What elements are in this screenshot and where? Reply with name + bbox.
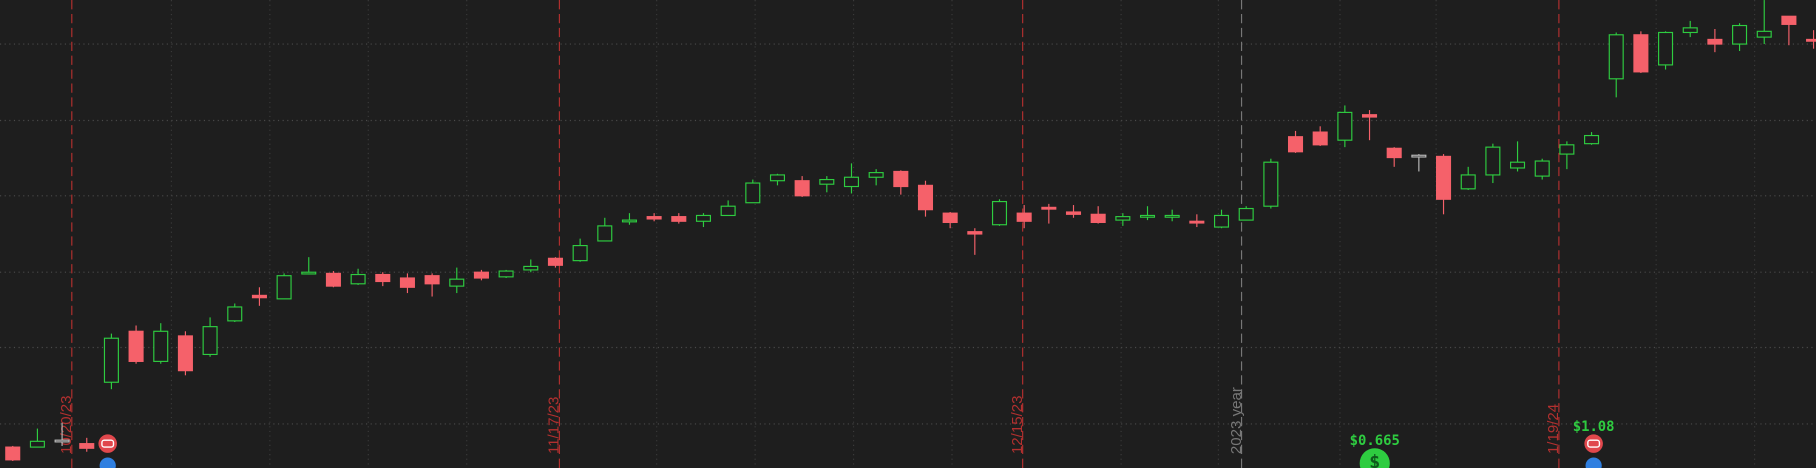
candle-body: [794, 180, 810, 197]
candle-body: [1608, 34, 1624, 80]
candle-body: [1115, 216, 1131, 221]
candle-body: [646, 216, 662, 220]
candle-body: [1559, 144, 1575, 155]
candle-body: [128, 330, 144, 362]
candle-body: [917, 184, 934, 211]
earnings-glyph: [101, 439, 115, 448]
candle-body: [1460, 174, 1476, 190]
candle-body: [5, 446, 21, 461]
candle-body: [1658, 31, 1674, 66]
candle-body: [1164, 214, 1180, 218]
candle-body: [1238, 207, 1254, 221]
candle-body: [991, 200, 1008, 226]
candle-body: [79, 443, 95, 449]
candle-body: [1263, 161, 1279, 207]
earnings-glyph: [1587, 439, 1601, 448]
earnings-icon[interactable]: [1584, 434, 1603, 453]
candle-body: [942, 212, 958, 223]
candle-body: [769, 174, 786, 182]
candle-body: [1189, 220, 1205, 224]
candle-body: [1337, 111, 1353, 141]
candle-body: [1485, 146, 1501, 176]
candle-body: [1732, 24, 1748, 45]
candle-body: [572, 245, 588, 262]
candle-body: [399, 277, 415, 288]
candle-body: [153, 330, 169, 362]
candle-body: [597, 225, 613, 242]
candle-body: [251, 294, 267, 299]
candle-body: [29, 440, 45, 448]
dividend-label: $1.08: [1573, 419, 1615, 435]
candle-body: [967, 231, 983, 235]
candle-body: [227, 306, 243, 322]
candle-body: [1090, 213, 1106, 223]
marker-label: 11/17/23: [546, 397, 563, 454]
event-icon[interactable]: [1585, 457, 1602, 468]
candle-body: [1287, 136, 1304, 153]
candle-body: [1510, 161, 1526, 169]
earnings-icon[interactable]: [98, 434, 117, 453]
dividend-label: $0.665: [1350, 433, 1400, 449]
candle-body: [177, 335, 193, 372]
candle-body: [473, 271, 489, 279]
marker-label: 2023 year: [1228, 387, 1245, 454]
candle-body: [868, 172, 884, 178]
candle-body: [301, 271, 317, 275]
candle-body: [424, 275, 440, 285]
candle-body: [449, 278, 465, 287]
candle-body: [893, 170, 909, 188]
candle-body: [547, 257, 563, 266]
candle-body: [843, 176, 860, 188]
candle-body: [103, 337, 119, 383]
candle-body: [1781, 15, 1797, 25]
event-icon[interactable]: [99, 457, 116, 468]
candle-body: [1633, 34, 1649, 73]
candle-body: [1707, 38, 1723, 45]
candle-body: [695, 214, 711, 222]
marker-label: 12/15/23: [1009, 395, 1026, 454]
candle-body: [745, 182, 761, 204]
candle-body: [1213, 214, 1230, 228]
candle-body: [1756, 30, 1772, 38]
candle-body: [202, 326, 218, 356]
candle-body: [819, 178, 835, 185]
candle-body: [1436, 155, 1452, 200]
candle-body: [276, 275, 292, 300]
dividend-icon[interactable]: [1359, 448, 1390, 468]
candle-body: [1682, 27, 1698, 34]
candle-body: [1386, 147, 1402, 159]
marker-label: 10/20/23: [58, 395, 75, 454]
candle-body: [1411, 154, 1427, 158]
candle-body: [1362, 114, 1378, 118]
candle-body: [1016, 212, 1032, 222]
candle-body: [1139, 214, 1156, 218]
candle-body: [1534, 160, 1550, 177]
candle-body: [1041, 206, 1057, 210]
candle-body: [1312, 131, 1328, 146]
candle-body: [350, 273, 366, 285]
candle-body: [375, 273, 391, 283]
candle-body: [54, 439, 70, 443]
candle-body: [720, 205, 736, 217]
marker-label: 1/19/24: [1545, 404, 1562, 454]
candle-body: [1806, 38, 1816, 42]
candle-body: [325, 272, 341, 287]
candle-body: [498, 270, 514, 278]
candle-body: [1584, 134, 1600, 145]
candle-body: [671, 216, 687, 222]
candle-body: [523, 265, 539, 271]
candle-body: [621, 219, 637, 223]
candle-body: [1065, 211, 1082, 215]
dividend-glyph: $: [1369, 452, 1380, 468]
